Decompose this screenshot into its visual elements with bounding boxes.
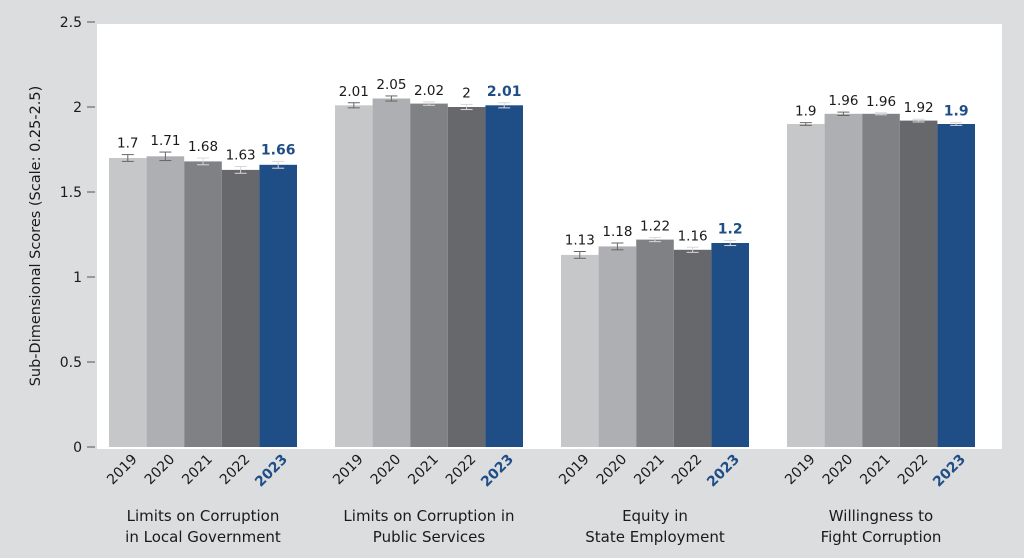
year-tick-label: 2022 — [443, 452, 480, 489]
year-tick-label: 2021 — [179, 452, 216, 489]
value-label: 1.96 — [828, 93, 858, 109]
bar — [184, 161, 222, 447]
category-label: Equity in — [622, 507, 688, 525]
bar — [899, 120, 938, 447]
category-label: Fight Corruption — [821, 528, 942, 546]
value-label: 1.7 — [117, 136, 138, 152]
category-label: Willingness to — [829, 507, 933, 525]
year-tick-label: 2020 — [820, 452, 857, 489]
bar — [937, 124, 975, 447]
category-label: Limits on Corruption in — [343, 507, 514, 525]
y-tick-label: 2.5 — [60, 15, 82, 31]
category-label: in Local Government — [125, 528, 281, 546]
year-tick-label: 2022 — [669, 452, 706, 489]
value-label: 2.01 — [339, 84, 369, 100]
year-tick-label: 2023 — [704, 452, 743, 491]
bars: 1.7 2019 1.71 2020 1.68 2021 1.63 2022 1.66 2023 L… — [104, 77, 975, 546]
bar — [447, 107, 486, 447]
y-tick-label: 0 — [73, 440, 82, 456]
year-tick-label: 2023 — [252, 452, 291, 491]
value-label: 1.9 — [795, 104, 816, 120]
category-label: State Employment — [585, 528, 725, 546]
year-tick-label: 2021 — [857, 452, 894, 489]
value-label: 1.16 — [678, 228, 708, 244]
bar-group: 1.13 2019 1.18 2020 1.22 2021 1.16 2022 1.2 2023 E… — [556, 219, 749, 546]
y-tick-label: 1 — [73, 270, 82, 286]
bar — [485, 105, 523, 448]
year-tick-label: 2020 — [368, 452, 405, 489]
bar — [109, 158, 147, 447]
bar — [711, 243, 749, 447]
value-label: 1.66 — [261, 142, 296, 158]
year-tick-label: 2021 — [405, 452, 442, 489]
bar-group: 2.01 2019 2.05 2020 2.02 2021 2 2022 2.01 2023 Lim… — [330, 77, 523, 546]
year-tick-label: 2022 — [895, 452, 932, 489]
bar — [410, 103, 448, 447]
bar-group: 1.7 2019 1.71 2020 1.68 2021 1.63 2022 1.66 2023 L… — [104, 133, 297, 546]
value-label: 2 — [462, 85, 471, 101]
category-label: Public Services — [373, 528, 486, 546]
value-label: 1.71 — [150, 133, 180, 149]
value-label: 2.02 — [414, 83, 444, 99]
value-label: 1.68 — [188, 139, 218, 155]
y-tick-label: 2 — [73, 100, 82, 116]
bar — [824, 113, 863, 448]
year-tick-label: 2023 — [930, 452, 969, 491]
value-label: 1.63 — [226, 148, 256, 164]
value-label: 1.2 — [718, 221, 743, 237]
year-tick-label: 2021 — [631, 452, 668, 489]
bar — [787, 124, 825, 447]
value-label: 1.92 — [904, 100, 934, 116]
year-tick-label: 2019 — [330, 452, 367, 489]
bar — [335, 105, 373, 448]
y-axis-title: Sub-Dimensional Scores (Scale: 0.25-2.5) — [28, 86, 44, 387]
year-tick-label: 2019 — [104, 452, 141, 489]
value-label: 1.22 — [640, 219, 670, 235]
bar — [146, 156, 185, 448]
year-tick-label: 2019 — [782, 452, 819, 489]
y-tick-label: 1.5 — [60, 185, 82, 201]
year-tick-label: 2020 — [594, 452, 631, 489]
year-tick-label: 2022 — [217, 452, 254, 489]
category-label: Limits on Corruption — [127, 507, 280, 525]
value-label: 1.13 — [565, 233, 595, 249]
bar — [221, 169, 260, 447]
bar-group: 1.9 2019 1.96 2020 1.96 2021 1.92 2022 1.9 2023 Wi… — [782, 93, 975, 546]
bar — [862, 113, 900, 448]
value-label: 1.18 — [602, 224, 632, 240]
bar — [259, 164, 297, 448]
y-tick-label: 0.5 — [60, 355, 82, 371]
value-label: 1.9 — [944, 104, 969, 120]
bar — [673, 249, 712, 447]
y-axis: 0 0.5 1 1.5 2 2.5 — [60, 15, 95, 456]
year-tick-label: 2020 — [142, 452, 179, 489]
bar — [598, 246, 637, 447]
year-tick-label: 2019 — [556, 452, 593, 489]
year-tick-label: 2023 — [478, 452, 517, 491]
bar — [636, 239, 674, 447]
bar — [561, 254, 599, 447]
value-label: 1.96 — [866, 94, 896, 110]
value-label: 2.01 — [487, 84, 522, 100]
bar — [372, 98, 411, 447]
value-label: 2.05 — [376, 77, 406, 93]
